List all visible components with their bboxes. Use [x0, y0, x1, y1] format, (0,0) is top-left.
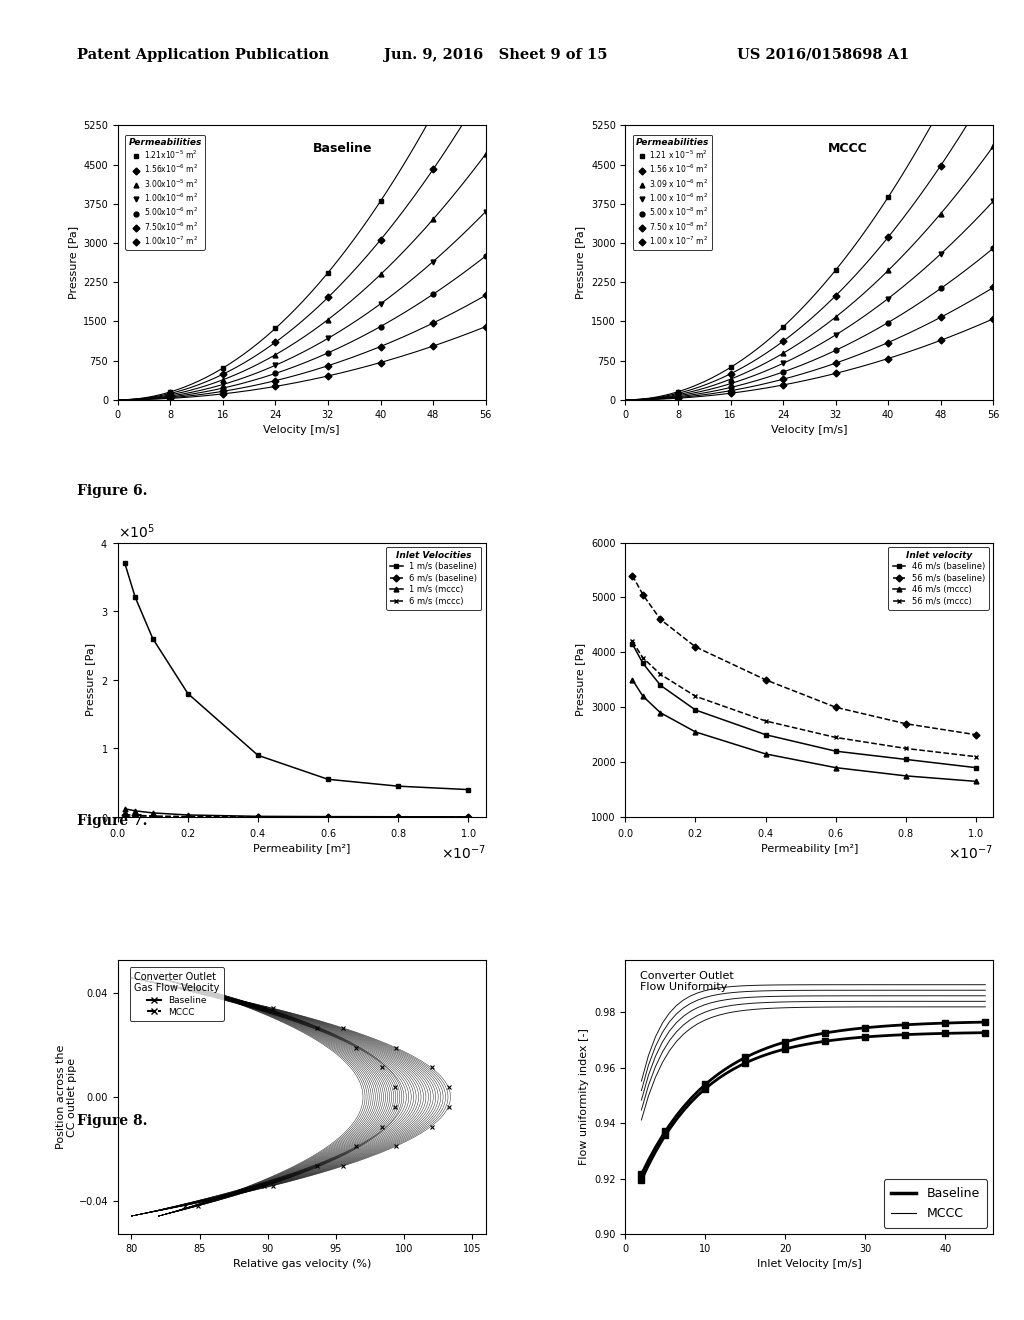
6 m/s (mccc): [181, 809, 194, 825]
Text: MCCC: MCCC: [827, 141, 867, 154]
1 m/s (baseline): [181, 685, 194, 701]
X-axis label: Velocity [m/s]: Velocity [m/s]: [263, 425, 340, 436]
46 m/s (baseline): [627, 636, 639, 652]
6 m/s (baseline): [252, 809, 264, 825]
Line: 56 m/s (mccc): 56 m/s (mccc): [630, 639, 978, 759]
1 m/s (mccc): [322, 809, 334, 825]
6 m/s (baseline): [462, 809, 474, 825]
1 m/s (mccc): [119, 801, 131, 817]
Line: 56 m/s (baseline): 56 m/s (baseline): [630, 573, 978, 737]
46 m/s (mccc): [689, 725, 701, 741]
46 m/s (baseline): [899, 751, 911, 767]
X-axis label: Inlet Velocity [m/s]: Inlet Velocity [m/s]: [757, 1259, 862, 1270]
1 m/s (mccc): [181, 807, 194, 822]
Y-axis label: Flow uniformity index [-]: Flow uniformity index [-]: [579, 1028, 589, 1166]
1 m/s (baseline): [392, 779, 404, 795]
1 m/s (mccc): [392, 809, 404, 825]
1 m/s (mccc): [129, 803, 141, 818]
1 m/s (mccc): [252, 808, 264, 824]
X-axis label: Relative gas velocity (%): Relative gas velocity (%): [232, 1259, 371, 1270]
Line: 6 m/s (mccc): 6 m/s (mccc): [122, 814, 471, 820]
6 m/s (mccc): [252, 809, 264, 825]
1 m/s (baseline): [462, 781, 474, 797]
6 m/s (baseline): [392, 809, 404, 825]
6 m/s (mccc): [392, 809, 404, 825]
46 m/s (mccc): [829, 760, 842, 776]
Y-axis label: Pressure [Pa]: Pressure [Pa]: [575, 643, 586, 717]
46 m/s (mccc): [970, 774, 982, 789]
Legend: Baseline, MCCC: Baseline, MCCC: [130, 968, 224, 1022]
Text: Figure 7.: Figure 7.: [77, 814, 147, 828]
Legend: 46 m/s (baseline), 56 m/s (baseline), 46 m/s (mccc), 56 m/s (mccc): 46 m/s (baseline), 56 m/s (baseline), 46…: [889, 546, 989, 610]
6 m/s (baseline): [181, 809, 194, 825]
56 m/s (mccc): [637, 649, 649, 665]
46 m/s (baseline): [829, 743, 842, 759]
56 m/s (mccc): [760, 713, 772, 729]
1 m/s (baseline): [146, 631, 159, 647]
X-axis label: Permeability [m²]: Permeability [m²]: [253, 845, 350, 854]
46 m/s (mccc): [627, 672, 639, 688]
46 m/s (mccc): [760, 746, 772, 762]
Legend: 1.21x10$^{-5}$ m$^2$, 1.56x10$^{-6}$ m$^2$, 3.00x10$^{-5}$ m$^2$, 1.00x10$^{-6}$: 1.21x10$^{-5}$ m$^2$, 1.56x10$^{-6}$ m$^…: [125, 135, 205, 249]
6 m/s (baseline): [322, 809, 334, 825]
6 m/s (mccc): [119, 809, 131, 825]
Line: 1 m/s (mccc): 1 m/s (mccc): [122, 807, 471, 820]
56 m/s (mccc): [654, 667, 667, 682]
1 m/s (mccc): [146, 805, 159, 821]
1 m/s (baseline): [322, 771, 334, 787]
56 m/s (mccc): [970, 748, 982, 764]
46 m/s (baseline): [970, 760, 982, 776]
6 m/s (baseline): [146, 808, 159, 824]
Y-axis label: Position across the
CC outlet pipe: Position across the CC outlet pipe: [55, 1045, 77, 1150]
Line: 6 m/s (baseline): 6 m/s (baseline): [122, 812, 471, 820]
Text: US 2016/0158698 A1: US 2016/0158698 A1: [737, 48, 909, 62]
56 m/s (baseline): [829, 700, 842, 715]
Y-axis label: Pressure [Pa]: Pressure [Pa]: [575, 226, 586, 300]
6 m/s (mccc): [129, 809, 141, 825]
Text: Figure 8.: Figure 8.: [77, 1114, 147, 1127]
Text: Converter Outlet
Flow Uniformity: Converter Outlet Flow Uniformity: [640, 970, 734, 993]
Y-axis label: Pressure [Pa]: Pressure [Pa]: [68, 226, 78, 300]
46 m/s (mccc): [654, 705, 667, 721]
56 m/s (mccc): [829, 730, 842, 746]
Text: Patent Application Publication: Patent Application Publication: [77, 48, 329, 62]
Y-axis label: Pressure [Pa]: Pressure [Pa]: [85, 643, 95, 717]
56 m/s (baseline): [627, 568, 639, 583]
56 m/s (baseline): [654, 611, 667, 627]
Text: Baseline: Baseline: [312, 141, 373, 154]
1 m/s (mccc): [462, 809, 474, 825]
1 m/s (baseline): [252, 747, 264, 763]
56 m/s (baseline): [970, 727, 982, 743]
46 m/s (mccc): [899, 768, 911, 784]
1 m/s (baseline): [119, 556, 131, 572]
6 m/s (baseline): [129, 808, 141, 824]
56 m/s (mccc): [689, 688, 701, 704]
46 m/s (baseline): [654, 677, 667, 693]
56 m/s (baseline): [899, 715, 911, 731]
46 m/s (baseline): [637, 656, 649, 672]
56 m/s (mccc): [627, 634, 639, 649]
Legend: Baseline, MCCC: Baseline, MCCC: [884, 1180, 987, 1228]
6 m/s (mccc): [322, 809, 334, 825]
Text: Jun. 9, 2016   Sheet 9 of 15: Jun. 9, 2016 Sheet 9 of 15: [384, 48, 607, 62]
56 m/s (baseline): [760, 672, 772, 688]
46 m/s (baseline): [689, 702, 701, 718]
6 m/s (mccc): [146, 809, 159, 825]
Legend: 1.21 x 10$^{-5}$ m$^2$, 1.56 x 10$^{-6}$ m$^2$, 3.09 x 10$^{-6}$ m$^2$, 1.00 x 1: 1.21 x 10$^{-5}$ m$^2$, 1.56 x 10$^{-6}$…: [633, 135, 713, 249]
6 m/s (mccc): [462, 809, 474, 825]
X-axis label: Velocity [m/s]: Velocity [m/s]: [771, 425, 848, 436]
46 m/s (mccc): [637, 688, 649, 704]
Text: Figure 6.: Figure 6.: [77, 484, 147, 498]
Legend: 1 m/s (baseline), 6 m/s (baseline), 1 m/s (mccc), 6 m/s (mccc): 1 m/s (baseline), 6 m/s (baseline), 1 m/…: [386, 546, 481, 610]
46 m/s (baseline): [760, 727, 772, 743]
56 m/s (mccc): [899, 741, 911, 756]
Line: 1 m/s (baseline): 1 m/s (baseline): [122, 561, 471, 792]
Line: 46 m/s (mccc): 46 m/s (mccc): [630, 677, 978, 784]
56 m/s (baseline): [637, 587, 649, 603]
6 m/s (baseline): [119, 807, 131, 822]
Line: 46 m/s (baseline): 46 m/s (baseline): [630, 642, 978, 770]
X-axis label: Permeability [m²]: Permeability [m²]: [761, 845, 858, 854]
56 m/s (baseline): [689, 639, 701, 655]
1 m/s (baseline): [129, 590, 141, 606]
